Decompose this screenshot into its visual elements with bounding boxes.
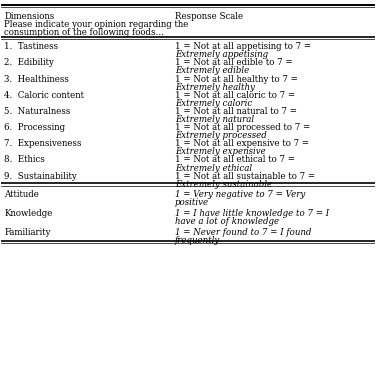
- Text: Extremely caloric: Extremely caloric: [175, 99, 252, 108]
- Text: 2.  Edibility: 2. Edibility: [5, 58, 54, 68]
- Text: 1 = Not at all healthy to 7 =: 1 = Not at all healthy to 7 =: [175, 75, 298, 84]
- Text: Knowledge: Knowledge: [5, 209, 53, 218]
- Text: Extremely sustainable: Extremely sustainable: [175, 180, 272, 189]
- Text: 9.  Sustainability: 9. Sustainability: [5, 172, 77, 181]
- Text: have a lot of knowledge: have a lot of knowledge: [175, 217, 279, 226]
- Text: frequently: frequently: [175, 236, 220, 245]
- Text: Extremely edible: Extremely edible: [175, 66, 249, 76]
- Text: 1 = Very negative to 7 = Very: 1 = Very negative to 7 = Very: [175, 190, 305, 199]
- Text: 7.  Expensiveness: 7. Expensiveness: [5, 139, 82, 148]
- Text: Extremely appetising: Extremely appetising: [175, 50, 268, 59]
- Text: positive: positive: [175, 198, 209, 207]
- Text: Extremely ethical: Extremely ethical: [175, 163, 252, 173]
- Text: 1 = Not at all ethical to 7 =: 1 = Not at all ethical to 7 =: [175, 155, 295, 165]
- Text: Dimensions: Dimensions: [5, 12, 55, 21]
- Text: 1 = I have little knowledge to 7 = I: 1 = I have little knowledge to 7 = I: [175, 209, 329, 218]
- Text: 1 = Not at all sustainable to 7 =: 1 = Not at all sustainable to 7 =: [175, 172, 315, 181]
- Text: Extremely processed: Extremely processed: [175, 131, 267, 140]
- Text: 8.  Ethics: 8. Ethics: [5, 155, 45, 165]
- Text: Extremely natural: Extremely natural: [175, 115, 254, 124]
- Text: 5.  Naturalness: 5. Naturalness: [5, 107, 71, 116]
- Text: 3.  Healthiness: 3. Healthiness: [5, 75, 69, 84]
- Text: 1 = Not at all processed to 7 =: 1 = Not at all processed to 7 =: [175, 123, 310, 132]
- Text: 1 = Never found to 7 = I found: 1 = Never found to 7 = I found: [175, 228, 311, 237]
- Text: 1 = Not at all caloric to 7 =: 1 = Not at all caloric to 7 =: [175, 91, 295, 100]
- Text: Attitude: Attitude: [5, 190, 39, 199]
- Text: 1 = Not at all natural to 7 =: 1 = Not at all natural to 7 =: [175, 107, 297, 116]
- Text: 1.  Tastiness: 1. Tastiness: [5, 42, 59, 51]
- Text: Please indicate your opinion regarding the: Please indicate your opinion regarding t…: [5, 20, 189, 29]
- Text: Extremely healthy: Extremely healthy: [175, 83, 255, 92]
- Text: 6.  Processing: 6. Processing: [5, 123, 65, 132]
- Text: Response Scale: Response Scale: [175, 12, 243, 21]
- Text: 1 = Not at all appetising to 7 =: 1 = Not at all appetising to 7 =: [175, 42, 311, 51]
- Text: consumption of the following foods…: consumption of the following foods…: [5, 28, 165, 37]
- Text: Extremely expensive: Extremely expensive: [175, 147, 265, 156]
- Text: 1 = Not at all edible to 7 =: 1 = Not at all edible to 7 =: [175, 58, 293, 68]
- Text: 1 = Not at all expensive to 7 =: 1 = Not at all expensive to 7 =: [175, 139, 309, 148]
- Text: Familiarity: Familiarity: [5, 228, 51, 237]
- Text: 4.  Caloric content: 4. Caloric content: [5, 91, 85, 100]
